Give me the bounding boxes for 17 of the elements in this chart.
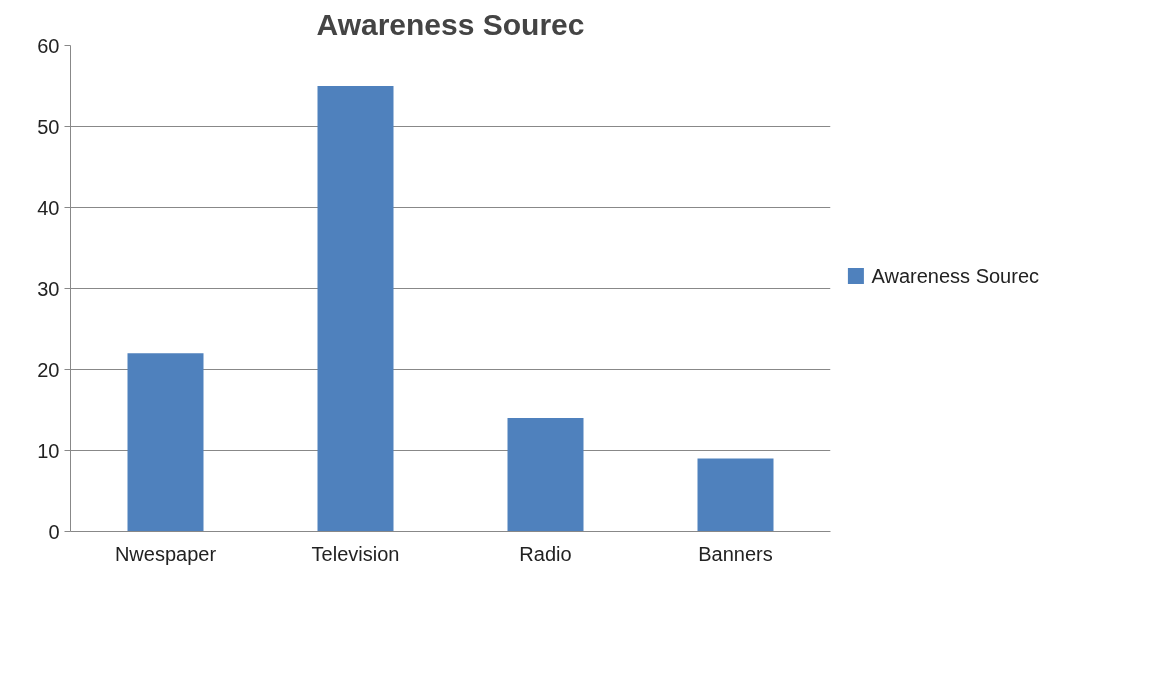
y-tick-label: 60: [37, 34, 60, 57]
y-tick-label: 0: [48, 520, 60, 543]
y-tick-label: 10: [37, 439, 60, 462]
chart-title: Awareness Sourec: [316, 7, 585, 41]
x-tick-label: Nwespaper: [114, 542, 217, 565]
legend-label: Awareness Sourec: [871, 265, 1039, 287]
y-tick-label: 20: [37, 358, 60, 381]
y-tick-label: 50: [37, 115, 60, 138]
y-tick-label: 30: [37, 277, 60, 300]
x-tick-label: Banners: [698, 542, 773, 565]
bar: [697, 458, 774, 532]
bar: [317, 86, 394, 532]
bar: [127, 353, 204, 532]
x-tick-label: Radio: [519, 542, 572, 565]
y-tick-label: 40: [37, 196, 60, 219]
bar: [507, 418, 584, 532]
x-tick-label: Television: [311, 542, 400, 565]
